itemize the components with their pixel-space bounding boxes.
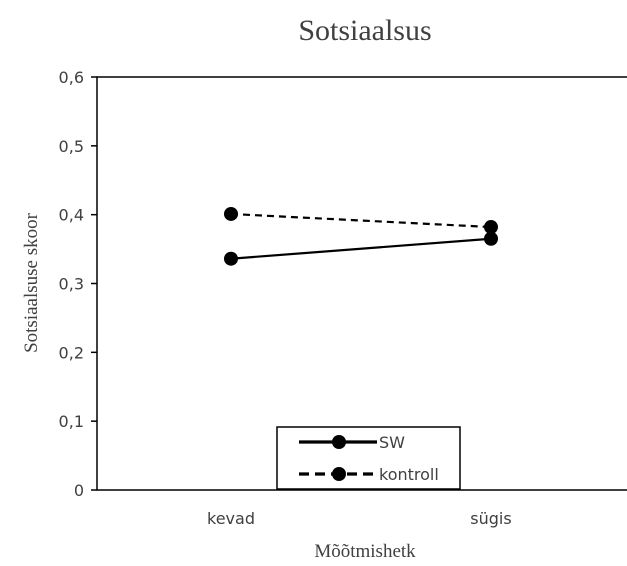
series-line	[230, 212, 492, 229]
chart-title: Sotsiaalsus	[298, 14, 431, 47]
data-point	[484, 231, 498, 246]
y-tick-label: 0	[74, 481, 84, 500]
x-tick-label: kevad	[207, 509, 255, 528]
y-axis-ticks: 0 0,1 0,2 0,3 0,4 0,5 0,6	[59, 68, 97, 500]
y-tick-label: 0,6	[59, 68, 84, 87]
y-tick-label: 0,5	[59, 137, 84, 156]
x-axis-ticks: kevad sügis	[207, 509, 512, 528]
data-point	[224, 251, 238, 266]
series-sw	[224, 231, 498, 266]
series-line	[230, 237, 492, 260]
y-tick-label: 0,3	[59, 275, 84, 294]
legend-label: kontroll	[379, 465, 439, 484]
legend-item: kontroll	[299, 465, 439, 484]
legend-box	[276, 426, 461, 490]
x-tick-label: sügis	[470, 509, 511, 528]
legend: SW kontroll	[276, 426, 461, 490]
y-tick-label: 0,4	[59, 206, 84, 225]
x-axis-title: Mõõtmishetk	[314, 541, 416, 562]
series-layer	[224, 206, 498, 266]
legend-item: SW	[299, 433, 405, 452]
y-tick-label: 0,1	[59, 412, 84, 431]
data-point	[224, 206, 238, 221]
legend-marker	[332, 467, 346, 481]
y-axis-title: Sotsiaalsuse skoor	[21, 212, 42, 353]
y-tick-label: 0,2	[59, 343, 84, 362]
legend-items: SW kontroll	[299, 433, 439, 484]
series-kontroll	[224, 206, 498, 235]
legend-marker	[332, 435, 346, 449]
legend-label: SW	[379, 433, 405, 452]
data-point	[484, 220, 498, 235]
